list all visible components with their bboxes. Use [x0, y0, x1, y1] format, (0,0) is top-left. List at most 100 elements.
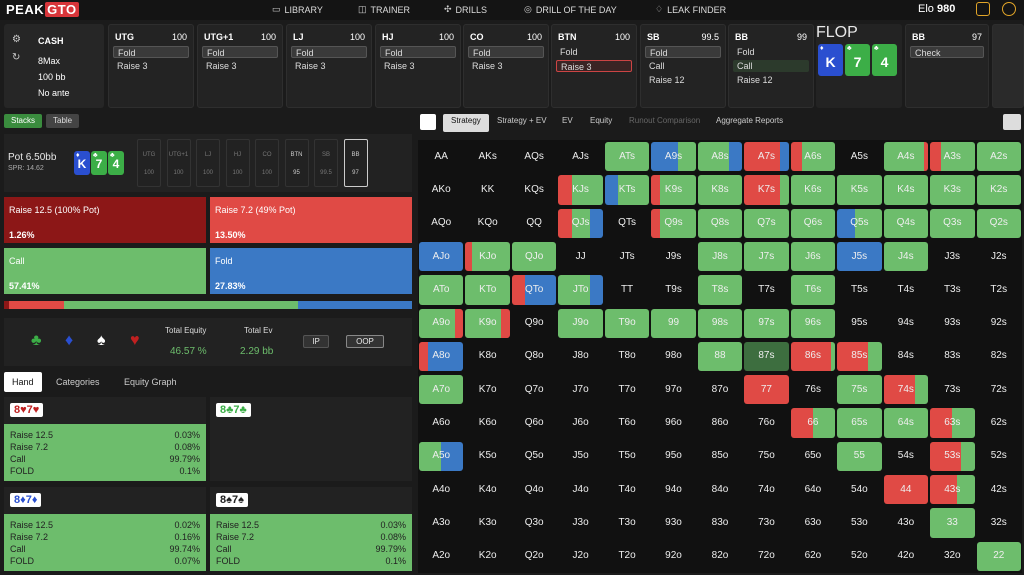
matrix-cell-T7s[interactable]: T7s	[743, 273, 789, 306]
matrix-cell-43o[interactable]: 43o	[883, 506, 929, 539]
matrix-cell-K9s[interactable]: K9s	[650, 173, 696, 206]
position-card-bb-9[interactable]: BB 97 Check	[905, 24, 989, 108]
matrix-cell-T8o[interactable]: T8o	[604, 340, 650, 373]
matrix-cell-92s[interactable]: 92s	[976, 307, 1022, 340]
matrix-cell-83o[interactable]: 83o	[697, 506, 743, 539]
matrix-cell-65s[interactable]: 65s	[836, 406, 882, 439]
matrix-cell-KTs[interactable]: KTs	[604, 173, 650, 206]
matrix-cell-J8s[interactable]: J8s	[697, 240, 743, 273]
matrix-cell-K9o[interactable]: K9o	[464, 307, 510, 340]
matrix-cell-85o[interactable]: 85o	[697, 440, 743, 473]
matrix-cell-J3s[interactable]: J3s	[929, 240, 975, 273]
matrix-cell-95o[interactable]: 95o	[650, 440, 696, 473]
matrix-cell-T5s[interactable]: T5s	[836, 273, 882, 306]
action-option[interactable]: Fold	[291, 46, 367, 58]
matrix-cell-97o[interactable]: 97o	[650, 373, 696, 406]
hand-card[interactable]: 8♥7♥ Raise 12.5 0.03% Raise 7.2 0.08% Call 99.…	[4, 397, 206, 481]
matrix-cell-T4s[interactable]: T4s	[883, 273, 929, 306]
position-card-utgplus1-1[interactable]: UTG+1 100 Fold Raise 3	[197, 24, 283, 108]
matrix-cell-Q5o[interactable]: Q5o	[511, 440, 557, 473]
position-card-co-4[interactable]: CO 100 Fold Raise 3	[463, 24, 549, 108]
matrix-cell-63s[interactable]: 63s	[929, 406, 975, 439]
matrix-cell-A8s[interactable]: A8s	[697, 140, 743, 173]
matrix-cell-Q8s[interactable]: Q8s	[697, 207, 743, 240]
matrix-cell-A7o[interactable]: A7o	[418, 373, 464, 406]
matrix-cell-AKo[interactable]: AKo	[418, 173, 464, 206]
hand-card[interactable]: 8♣7♣	[210, 397, 412, 481]
matrix-cell-65o[interactable]: 65o	[790, 440, 836, 473]
matrix-cell-ATo[interactable]: ATo	[418, 273, 464, 306]
matrix-cell-K6s[interactable]: K6s	[790, 173, 836, 206]
seat-bb[interactable]: BB 97	[343, 139, 368, 187]
table-toggle[interactable]: Table	[46, 114, 80, 128]
matrix-cell-T2s[interactable]: T2s	[976, 273, 1022, 306]
matrix-cell-87o[interactable]: 87o	[697, 373, 743, 406]
seat-hj[interactable]: HJ 100	[225, 139, 250, 187]
matrix-cell-42s[interactable]: 42s	[976, 473, 1022, 506]
tab-hand[interactable]: Hand	[12, 377, 34, 387]
hand-card[interactable]: 8♠7♠ Raise 12.5 0.03% Raise 7.2 0.08% Call 99.…	[210, 487, 412, 571]
action-option[interactable]: Fold	[560, 47, 578, 57]
matrix-cell-85s[interactable]: 85s	[836, 340, 882, 373]
matrix-cell-KJo[interactable]: KJo	[464, 240, 510, 273]
matrix-cell-T5o[interactable]: T5o	[604, 440, 650, 473]
seat-btn[interactable]: BTN 95	[284, 139, 309, 187]
tab-equity-graph[interactable]: Equity Graph	[124, 377, 177, 387]
gamepad-icon[interactable]	[1003, 114, 1021, 130]
matrix-cell-A3o[interactable]: A3o	[418, 506, 464, 539]
matrix-cell-J7s[interactable]: J7s	[743, 240, 789, 273]
matrix-cell-43s[interactable]: 43s	[929, 473, 975, 506]
chat-icon[interactable]	[976, 2, 990, 16]
matrix-cell-84s[interactable]: 84s	[883, 340, 929, 373]
matrix-cell-J6s[interactable]: J6s	[790, 240, 836, 273]
matrix-cell-T2o[interactable]: T2o	[604, 540, 650, 573]
matrix-cell-T3s[interactable]: T3s	[929, 273, 975, 306]
matrix-cell-JTs[interactable]: JTs	[604, 240, 650, 273]
seat-lj[interactable]: LJ 100	[196, 139, 220, 187]
matrix-cell-A6s[interactable]: A6s	[790, 140, 836, 173]
matrix-cell-QTo[interactable]: QTo	[511, 273, 557, 306]
nav-drill-of-the-day[interactable]: ◎ DRILL OF THE DAY	[524, 4, 617, 15]
matrix-cell-Q5s[interactable]: Q5s	[836, 207, 882, 240]
matrix-cell-K7o[interactable]: K7o	[464, 373, 510, 406]
matrix-cell-KTo[interactable]: KTo	[464, 273, 510, 306]
action-option[interactable]: Fold	[645, 46, 721, 58]
settings-icon[interactable]: ⚙	[12, 34, 21, 45]
matrix-cell-83s[interactable]: 83s	[929, 340, 975, 373]
matrix-cell-76o[interactable]: 76o	[743, 406, 789, 439]
matrix-cell-KQo[interactable]: KQo	[464, 207, 510, 240]
action-option[interactable]: Fold	[202, 46, 278, 58]
refresh-icon[interactable]: ↻	[12, 52, 21, 63]
action-option[interactable]: Check	[910, 46, 984, 58]
matrix-cell-92o[interactable]: 92o	[650, 540, 696, 573]
matrix-cell-KQs[interactable]: KQs	[511, 173, 557, 206]
matrix-cell-64s[interactable]: 64s	[883, 406, 929, 439]
action-option[interactable]: Raise 12	[737, 75, 773, 85]
action-option[interactable]: Raise 3	[295, 61, 326, 71]
matrix-cell-J5o[interactable]: J5o	[557, 440, 603, 473]
matrix-cell-Q9s[interactable]: Q9s	[650, 207, 696, 240]
matrix-cell-53s[interactable]: 53s	[929, 440, 975, 473]
seat-utg[interactable]: UTG 100	[137, 139, 161, 187]
matrix-cell-73s[interactable]: 73s	[929, 373, 975, 406]
matrix-cell-63o[interactable]: 63o	[790, 506, 836, 539]
action-option[interactable]: Raise 12	[649, 75, 685, 85]
position-card-hj-3[interactable]: HJ 100 Fold Raise 3	[375, 24, 461, 108]
matrix-cell-Q6o[interactable]: Q6o	[511, 406, 557, 439]
matrix-cell-Q7s[interactable]: Q7s	[743, 207, 789, 240]
tab-strategy[interactable]: Strategy	[451, 116, 481, 125]
hand-card[interactable]: 8♦7♦ Raise 12.5 0.02% Raise 7.2 0.16% Call 99.…	[4, 487, 206, 571]
stacks-toggle[interactable]: Stacks	[4, 114, 43, 128]
matrix-cell-52s[interactable]: 52s	[976, 440, 1022, 473]
matrix-cell-T6o[interactable]: T6o	[604, 406, 650, 439]
matrix-cell-KJs[interactable]: KJs	[557, 173, 603, 206]
action-option[interactable]: Fold	[737, 47, 755, 57]
matrix-cell-93o[interactable]: 93o	[650, 506, 696, 539]
matrix-cell-K2o[interactable]: K2o	[464, 540, 510, 573]
matrix-cell-22[interactable]: 22	[976, 540, 1022, 573]
matrix-cell-J7o[interactable]: J7o	[557, 373, 603, 406]
matrix-cell-K8s[interactable]: K8s	[697, 173, 743, 206]
matrix-cell-A2o[interactable]: A2o	[418, 540, 464, 573]
matrix-cell-K4s[interactable]: K4s	[883, 173, 929, 206]
matrix-cell-Q7o[interactable]: Q7o	[511, 373, 557, 406]
